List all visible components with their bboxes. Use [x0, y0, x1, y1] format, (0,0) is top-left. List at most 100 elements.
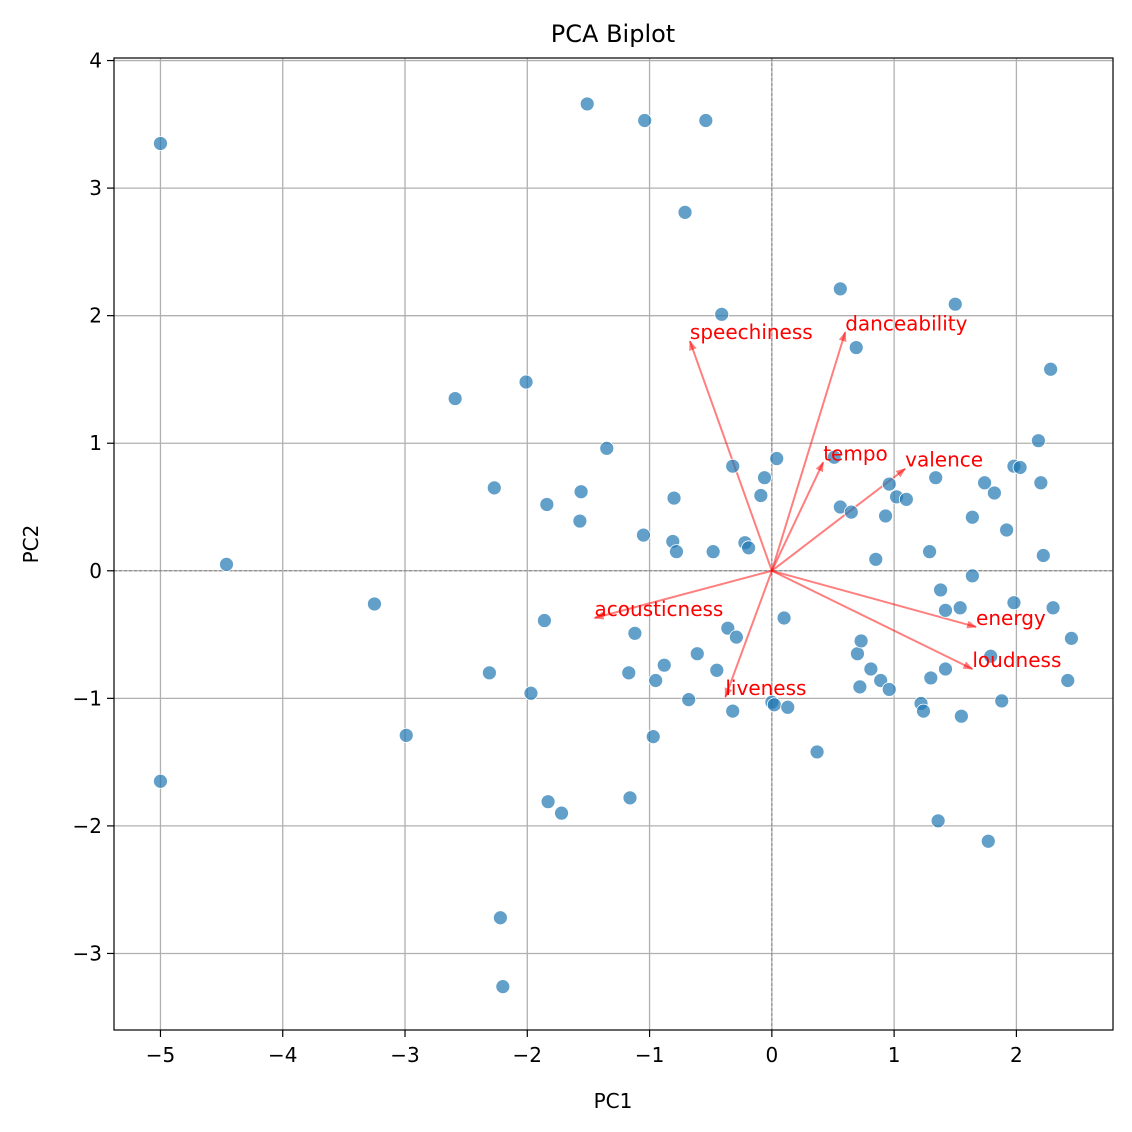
score-point: [826, 449, 842, 465]
x-tick-label: −5: [146, 1043, 175, 1067]
score-point: [677, 204, 693, 220]
score-point: [637, 113, 653, 128]
x-axis-title: PC1: [594, 1089, 633, 1113]
score-point: [922, 544, 937, 560]
score-point: [219, 557, 234, 572]
score-point: [1060, 673, 1076, 688]
x-tick-label: −2: [513, 1043, 542, 1067]
score-points: [153, 96, 1079, 995]
score-point: [648, 673, 664, 688]
x-tick-label: −4: [268, 1043, 297, 1067]
score-point: [153, 773, 168, 789]
score-point: [923, 670, 939, 686]
plot-background: [114, 58, 1113, 1030]
y-tick-label: 2: [89, 304, 102, 328]
loading-arrow-liveness: [724, 570, 773, 699]
score-point: [709, 662, 725, 678]
score-point: [898, 491, 914, 507]
loading-label-acousticness: acousticness: [595, 597, 724, 621]
x-tick-label: 1: [888, 1043, 901, 1067]
score-point: [741, 540, 757, 556]
y-tick-label: −2: [73, 814, 102, 838]
score-point: [868, 551, 884, 567]
score-point: [1033, 475, 1049, 491]
y-tick-label: 3: [89, 176, 102, 200]
score-point: [681, 692, 697, 708]
loading-label-danceability: danceability: [845, 311, 967, 335]
score-point: [999, 522, 1015, 538]
x-tick-label: 0: [765, 1043, 778, 1067]
score-point: [698, 113, 714, 128]
score-point: [1043, 361, 1059, 377]
y-tick-label: 4: [89, 49, 102, 73]
y-tick-label: −1: [73, 686, 102, 710]
score-point: [669, 544, 684, 560]
score-point: [725, 703, 741, 719]
score-point: [780, 699, 796, 715]
chart-title: PCA Biplot: [551, 20, 675, 48]
score-point: [964, 568, 980, 584]
score-point: [863, 661, 879, 677]
score-point: [947, 296, 963, 312]
score-point: [398, 727, 414, 743]
score-point: [523, 685, 539, 701]
x-tick-label: 2: [1010, 1043, 1023, 1067]
score-point: [809, 744, 825, 760]
score-point: [769, 451, 785, 466]
score-point: [622, 790, 638, 806]
score-point: [757, 470, 772, 486]
score-point: [518, 374, 534, 390]
score-point: [930, 813, 946, 829]
score-point: [621, 665, 637, 681]
y-tick-label: −3: [73, 941, 102, 965]
score-point: [776, 610, 792, 626]
score-point: [952, 600, 968, 616]
x-tick-label: −1: [635, 1043, 664, 1067]
zero-reference-lines: [114, 58, 1113, 1030]
score-point: [881, 476, 897, 492]
score-point: [540, 794, 556, 810]
score-point: [983, 648, 999, 664]
score-point: [986, 485, 1002, 501]
score-point: [843, 504, 859, 520]
y-tick-label: 1: [89, 431, 102, 455]
score-point: [481, 665, 497, 681]
loading-arrow-speechiness: [688, 340, 773, 572]
score-point: [938, 661, 953, 677]
loading-label-speechiness: speechiness: [690, 320, 813, 344]
loading-label-energy: energy: [976, 606, 1046, 630]
score-point: [554, 805, 569, 821]
score-point: [933, 582, 948, 598]
loading-label-liveness: liveness: [725, 676, 806, 700]
score-point: [994, 693, 1010, 709]
score-point: [848, 340, 864, 355]
score-point: [645, 729, 661, 745]
score-point: [689, 646, 705, 662]
x-axis-ticks: −5 −4 −3 −2 −1 0 1 2: [146, 1030, 1023, 1067]
score-point: [753, 488, 769, 503]
score-point: [725, 458, 741, 474]
loading-arrow-tempo: [770, 461, 825, 572]
loading-arrow-danceability: [770, 331, 847, 572]
score-point: [666, 490, 682, 506]
y-axis-ticks: −3 −2 −1 0 1 2 3 4: [73, 49, 114, 965]
loading-arrow-acousticness: [593, 569, 773, 620]
score-point: [153, 136, 168, 151]
plot-frame: [113, 57, 1114, 1031]
score-point: [1031, 433, 1046, 449]
y-tick-label: 0: [89, 559, 102, 583]
x-tick-label: −3: [390, 1043, 419, 1067]
score-point: [720, 620, 736, 636]
score-point: [539, 497, 555, 512]
score-point: [853, 633, 869, 649]
score-point: [656, 657, 672, 673]
score-point: [916, 703, 931, 719]
score-point: [573, 484, 589, 500]
score-point: [572, 513, 588, 529]
score-point: [1064, 630, 1079, 646]
score-point: [495, 979, 511, 995]
score-point: [873, 673, 889, 688]
score-point: [980, 833, 996, 849]
score-point: [636, 527, 651, 543]
